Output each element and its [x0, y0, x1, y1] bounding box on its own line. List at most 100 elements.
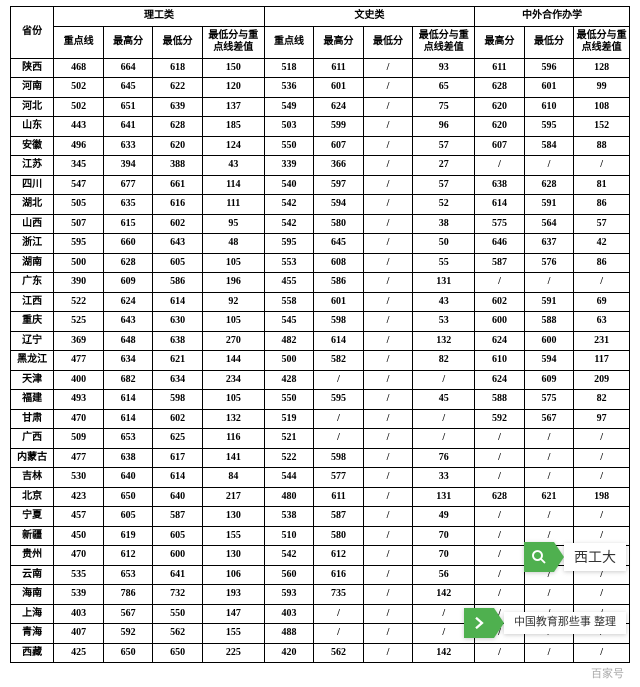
cell-value: 231	[574, 331, 630, 351]
cell-value: 677	[103, 175, 153, 195]
cell-value: 588	[475, 390, 525, 410]
cell-value: /	[524, 643, 574, 663]
cell-value: 70	[413, 526, 475, 546]
cell-value: 76	[413, 448, 475, 468]
table-row: 浙江59566064348595645/5064663742	[11, 234, 630, 254]
cell-value: /	[363, 78, 413, 98]
cell-value: 587	[153, 507, 203, 527]
cell-value: 645	[314, 234, 364, 254]
cell-value: /	[574, 643, 630, 663]
table-row: 海南539786732193593735/142///	[11, 585, 630, 605]
table-row: 江西52262461492558601/4360259169	[11, 292, 630, 312]
cell-value: 614	[103, 390, 153, 410]
cell-value: 594	[524, 351, 574, 371]
cell-value: 542	[264, 214, 314, 234]
cell-value: 505	[54, 195, 104, 215]
cell-value: 128	[574, 58, 630, 78]
cell-province: 四川	[11, 175, 54, 195]
cell-value: /	[314, 409, 364, 429]
cell-value: 601	[314, 292, 364, 312]
th-sub: 最低分	[524, 26, 574, 58]
cell-value: 450	[54, 526, 104, 546]
cell-value: /	[475, 468, 525, 488]
cell-value: 400	[54, 370, 104, 390]
cell-value: 96	[413, 117, 475, 137]
cell-value: 601	[524, 78, 574, 98]
cell-value: 602	[153, 214, 203, 234]
th-sub: 重点线	[264, 26, 314, 58]
cell-value: /	[314, 370, 364, 390]
cell-value: 641	[153, 565, 203, 585]
cell-value: /	[363, 234, 413, 254]
table-row: 河南502645622120536601/6562860199	[11, 78, 630, 98]
cell-value: 660	[103, 234, 153, 254]
cell-value: 97	[574, 409, 630, 429]
cell-value: 640	[153, 487, 203, 507]
cell-value: 628	[475, 487, 525, 507]
cell-value: 488	[264, 624, 314, 644]
cell-value: 605	[153, 526, 203, 546]
cell-value: 615	[103, 214, 153, 234]
cell-value: 522	[54, 292, 104, 312]
cell-value: /	[363, 117, 413, 137]
cell-value: /	[363, 312, 413, 332]
th-sub: 最低分与重点线差值	[202, 26, 264, 58]
cell-value: 390	[54, 273, 104, 293]
cell-value: 608	[314, 253, 364, 273]
cell-value: 630	[153, 312, 203, 332]
cell-value: 618	[153, 58, 203, 78]
cell-value: /	[363, 409, 413, 429]
cell-value: 610	[524, 97, 574, 117]
chevron-right-icon	[464, 608, 494, 638]
cell-value: 586	[153, 273, 203, 293]
cell-value: 614	[475, 195, 525, 215]
cell-value: 550	[264, 390, 314, 410]
cell-value: 639	[153, 97, 203, 117]
cell-province: 天津	[11, 370, 54, 390]
cell-value: /	[524, 156, 574, 176]
cell-value: 616	[153, 195, 203, 215]
cell-value: 105	[202, 253, 264, 273]
cell-province: 吉林	[11, 468, 54, 488]
arrow-icon	[554, 542, 564, 572]
cell-value: 496	[54, 136, 104, 156]
cell-value: 664	[103, 58, 153, 78]
table-row: 甘肃470614602132519///59256797	[11, 409, 630, 429]
cell-value: 621	[153, 351, 203, 371]
cell-value: 599	[314, 117, 364, 137]
cell-value: 620	[475, 117, 525, 137]
cell-value: 549	[264, 97, 314, 117]
cell-province: 福建	[11, 390, 54, 410]
table-row: 内蒙古477638617141522598/76///	[11, 448, 630, 468]
cell-value: /	[475, 156, 525, 176]
cell-value: 595	[314, 390, 364, 410]
cell-value: 582	[314, 351, 364, 371]
cell-value: 576	[524, 253, 574, 273]
table-row: 吉林53064061484544577/33///	[11, 468, 630, 488]
cell-value: 625	[153, 429, 203, 449]
cell-value: 567	[103, 604, 153, 624]
cell-value: 614	[103, 409, 153, 429]
cell-value: 57	[574, 214, 630, 234]
cell-value: 602	[153, 409, 203, 429]
cell-province: 内蒙古	[11, 448, 54, 468]
cell-value: 536	[264, 78, 314, 98]
cell-province: 甘肃	[11, 409, 54, 429]
cell-value: 611	[314, 487, 364, 507]
cell-value: /	[574, 507, 630, 527]
th-sub: 最低分与重点线差值	[574, 26, 630, 58]
table-row: 辽宁369648638270482614/132624600231	[11, 331, 630, 351]
cell-value: 598	[314, 312, 364, 332]
cell-value: 131	[413, 273, 475, 293]
th-sub: 重点线	[54, 26, 104, 58]
th-sub: 最高分	[314, 26, 364, 58]
brand-badge-1: 西工大	[524, 542, 626, 572]
cell-value: /	[524, 507, 574, 527]
cell-value: 500	[264, 351, 314, 371]
cell-value: 620	[153, 136, 203, 156]
cell-value: 645	[103, 78, 153, 98]
cell-value: /	[314, 624, 364, 644]
cell-value: 621	[524, 487, 574, 507]
cell-value: 650	[153, 643, 203, 663]
cell-value: 594	[314, 195, 364, 215]
